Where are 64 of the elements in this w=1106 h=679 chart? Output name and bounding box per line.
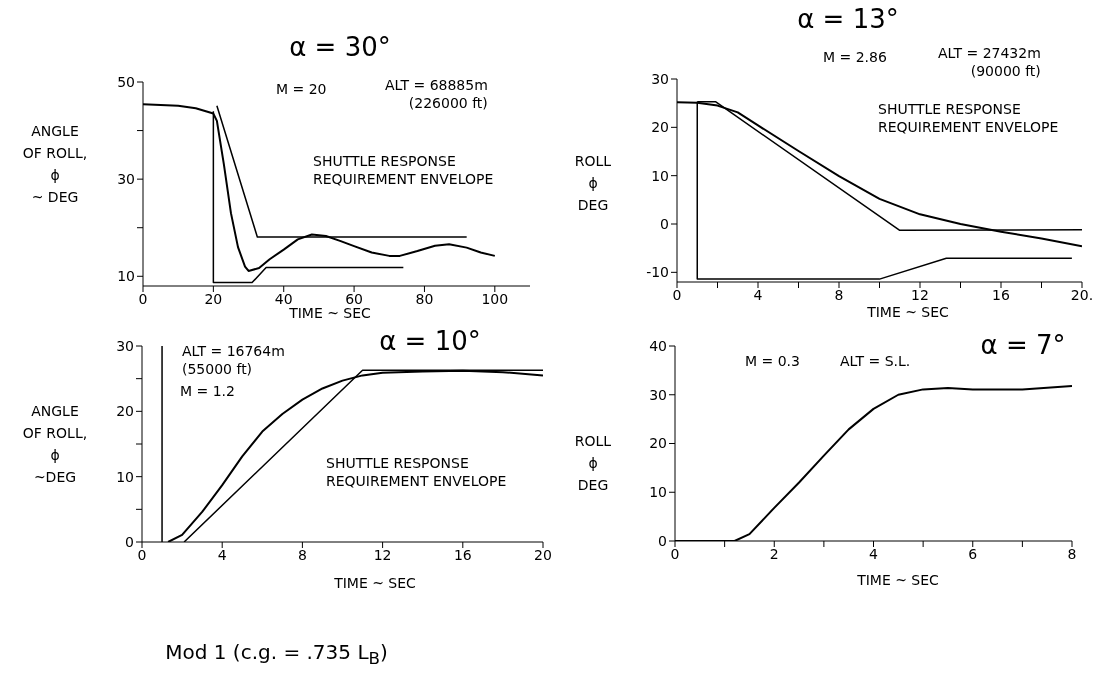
y-tick-label: -10 — [646, 264, 669, 281]
y-axis-title: ROLL ϕ DEG — [573, 432, 613, 495]
y-axis-title: ANGLE OF ROLL, ϕ ~ DEG — [21, 122, 89, 207]
y-tick-label: 50 — [117, 73, 135, 90]
y-tick-label: 10 — [117, 268, 135, 285]
y-tick-label: 30 — [649, 386, 667, 403]
x-tick-label: 4 — [869, 545, 879, 562]
x-tick-label: 80 — [415, 290, 434, 307]
x-tick-label: 2 — [769, 545, 779, 562]
x-tick-label: 20 — [204, 290, 223, 307]
annotation: M = 20 — [276, 80, 327, 98]
x-tick-label: 8 — [834, 286, 844, 303]
y-tick-label: 30 — [651, 70, 669, 87]
y-axis-title: ROLL ϕ DEG — [573, 152, 613, 215]
x-tick-label: 0 — [137, 546, 147, 563]
chart-title: α = 13° — [796, 4, 900, 34]
x-tick-label: 0 — [138, 290, 148, 307]
y-tick-label: 0 — [660, 215, 669, 232]
x-tick-label: 40 — [274, 290, 293, 307]
y-tick-label: 10 — [651, 167, 669, 184]
x-tick-label: 6 — [968, 545, 978, 562]
text: Mod 1 (c.g. = .735 L$_{B}$) — [164, 640, 389, 668]
y-tick-label: 10 — [649, 484, 667, 501]
y-tick-label: 30 — [117, 171, 135, 188]
x-tick-label: 20. — [1070, 286, 1094, 303]
x-tick-label: 16 — [453, 546, 472, 563]
x-tick-label: 0 — [672, 286, 682, 303]
x-axis-title: TIME ~ SEC — [856, 572, 940, 588]
x-tick-label: 100 — [481, 290, 509, 307]
x-axis-title: TIME ~ SEC — [866, 304, 950, 320]
annotation: ALT = 16764m (55000 ft) — [182, 342, 285, 378]
x-axis-title: TIME ~ SEC — [333, 575, 417, 591]
x-tick-label: 12 — [373, 546, 392, 563]
annotation: M = 1.2 — [180, 382, 235, 400]
x-tick-label: 0 — [670, 545, 680, 562]
x-tick-label: 60 — [345, 290, 363, 307]
x-tick-label: 12 — [911, 286, 929, 303]
text: M = 2.86 — [823, 48, 887, 66]
annotation: ALT = 27432m (90000 ft) — [938, 44, 1041, 80]
annotation: SHUTTLE RESPONSE REQUIREMENT ENVELOPE — [313, 152, 494, 188]
annotation: ALT = 68885m (226000 ft) — [385, 76, 488, 112]
chart-title: α = 7° — [979, 330, 1067, 360]
y-tick-label: 20 — [649, 435, 667, 452]
y-tick-label: 0 — [658, 532, 667, 549]
annotation: SHUTTLE RESPONSE REQUIREMENT ENVELOPE — [878, 100, 1059, 136]
chart-title: α = 30° — [288, 32, 392, 62]
y-tick-label: 20 — [651, 119, 669, 136]
annotation: ALT = S.L. — [840, 352, 911, 370]
x-tick-label: 8 — [297, 546, 307, 563]
chart-title: α = 10° — [378, 326, 482, 356]
y-tick-label: 40 — [649, 337, 667, 354]
y-tick-label: 10 — [116, 468, 134, 485]
annotation: SHUTTLE RESPONSE REQUIREMENT ENVELOPE — [326, 454, 507, 490]
x-tick-label: 4 — [217, 546, 227, 563]
y-axis-title: ANGLE OF ROLL, ϕ ~DEG — [21, 402, 89, 487]
y-tick-label: 20 — [116, 403, 134, 420]
y-tick-label: 30 — [116, 337, 134, 354]
x-tick-label: 20 — [534, 546, 552, 563]
y-tick-label: 0 — [125, 533, 134, 550]
x-tick-label: 8 — [1067, 545, 1077, 562]
x-tick-label: 16 — [992, 286, 1010, 303]
annotation: M = 0.3 — [745, 352, 800, 370]
x-axis-title: TIME ~ SEC — [288, 305, 372, 321]
x-tick-label: 4 — [753, 286, 763, 303]
